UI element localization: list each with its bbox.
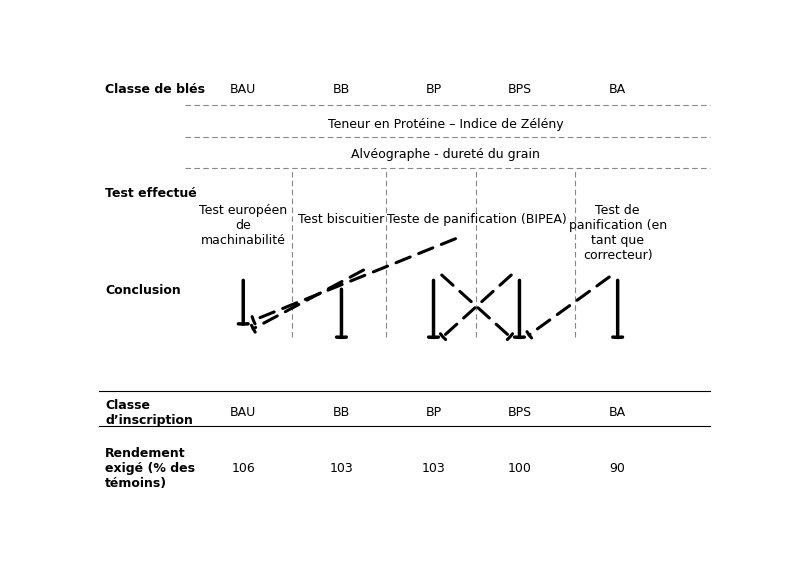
Text: Classe
d’inscription: Classe d’inscription xyxy=(105,399,193,427)
Text: BP: BP xyxy=(425,406,442,419)
Text: Test de
panification (en
tant que
correcteur): Test de panification (en tant que correc… xyxy=(569,204,667,263)
Text: 103: 103 xyxy=(421,462,445,475)
Text: Teste de panification (BIPEA): Teste de panification (BIPEA) xyxy=(386,213,566,226)
Text: Rendement
exigé (% des
témoins): Rendement exigé (% des témoins) xyxy=(105,447,195,490)
Text: Test biscuitier: Test biscuitier xyxy=(299,213,385,226)
Text: BP: BP xyxy=(425,82,442,96)
Text: 103: 103 xyxy=(329,462,353,475)
Text: BA: BA xyxy=(609,406,626,419)
Text: 106: 106 xyxy=(231,462,255,475)
Text: Test effectué: Test effectué xyxy=(105,187,197,200)
Text: Classe de blés: Classe de blés xyxy=(105,82,205,96)
Text: BB: BB xyxy=(333,82,350,96)
Text: BAU: BAU xyxy=(230,406,257,419)
Text: BPS: BPS xyxy=(508,406,531,419)
Text: BPS: BPS xyxy=(508,82,531,96)
Text: BAU: BAU xyxy=(230,82,257,96)
Text: Test européen
de
machinabilité: Test européen de machinabilité xyxy=(199,204,287,248)
Text: Alvéographe - dureté du grain: Alvéographe - dureté du grain xyxy=(352,148,540,161)
Text: BB: BB xyxy=(333,406,350,419)
Text: BA: BA xyxy=(609,82,626,96)
Text: Conclusion: Conclusion xyxy=(105,285,181,297)
Text: 90: 90 xyxy=(610,462,626,475)
Text: 100: 100 xyxy=(508,462,531,475)
Text: Teneur en Protéine – Indice de Zélény: Teneur en Protéine – Indice de Zélény xyxy=(328,118,564,131)
